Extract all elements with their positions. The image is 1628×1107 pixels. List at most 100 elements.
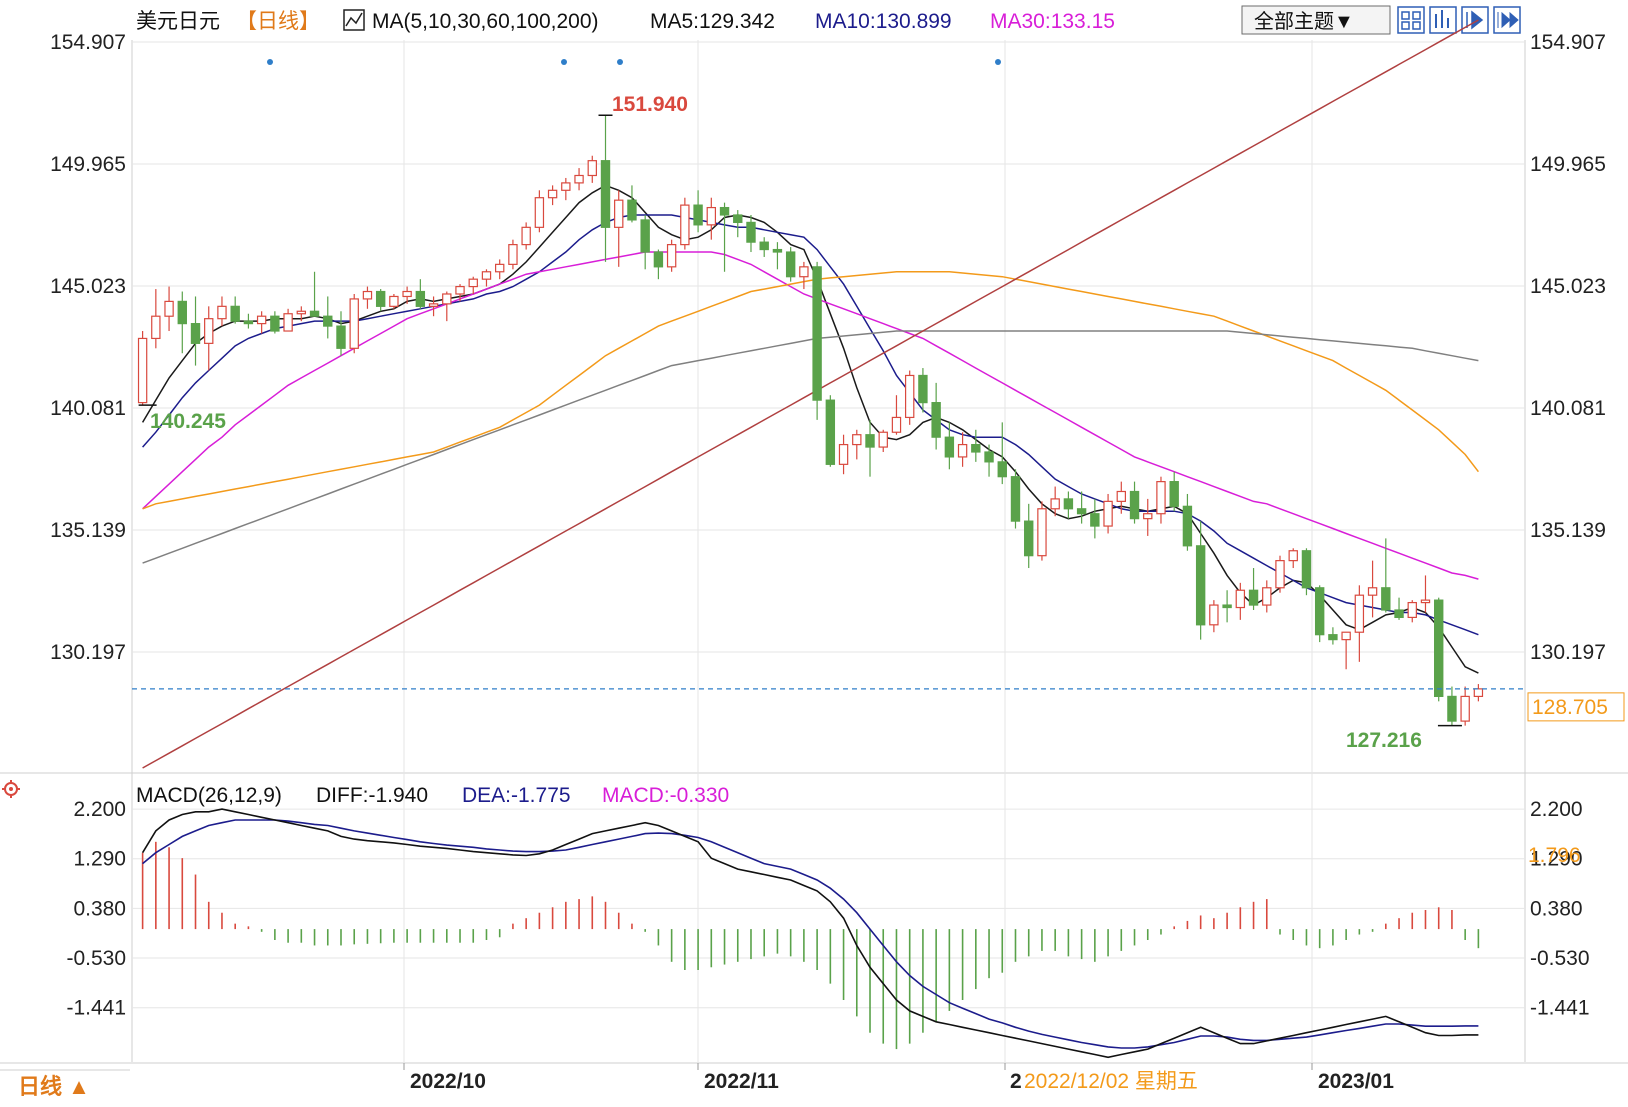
- candle[interactable]: [1037, 501, 1047, 561]
- candle[interactable]: [1367, 560, 1378, 618]
- candle[interactable]: [785, 247, 796, 282]
- candle[interactable]: [481, 269, 492, 287]
- event-dot[interactable]: [561, 59, 567, 65]
- candle[interactable]: [561, 177, 571, 201]
- candle[interactable]: [204, 306, 214, 371]
- candle[interactable]: [1063, 491, 1074, 519]
- candle[interactable]: [574, 168, 584, 191]
- candle[interactable]: [1050, 486, 1060, 517]
- bar-chart-icon[interactable]: [1429, 6, 1457, 34]
- candle[interactable]: [508, 239, 518, 270]
- candle[interactable]: [944, 422, 955, 470]
- candle[interactable]: [270, 311, 280, 334]
- candle[interactable]: [918, 368, 928, 413]
- candle[interactable]: [1301, 548, 1312, 596]
- candle[interactable]: [1381, 538, 1391, 613]
- candle[interactable]: [389, 293, 399, 309]
- candle[interactable]: [865, 419, 875, 477]
- candle[interactable]: [1103, 493, 1113, 534]
- candle[interactable]: [825, 395, 836, 467]
- candle[interactable]: [1010, 469, 1021, 529]
- candle[interactable]: [706, 197, 717, 240]
- candle[interactable]: [1341, 631, 1351, 670]
- candle[interactable]: [283, 308, 293, 332]
- candle[interactable]: [1328, 627, 1338, 645]
- candle[interactable]: [1169, 471, 1179, 512]
- candle[interactable]: [878, 429, 888, 452]
- candle[interactable]: [1235, 582, 1246, 620]
- candle[interactable]: [375, 289, 386, 312]
- candle[interactable]: [230, 296, 240, 324]
- candle[interactable]: [1314, 585, 1325, 643]
- candle[interactable]: [1288, 548, 1298, 569]
- candle[interactable]: [1195, 521, 1206, 640]
- candle[interactable]: [904, 370, 915, 425]
- candle[interactable]: [442, 291, 452, 322]
- candle[interactable]: [1024, 503, 1034, 569]
- candle[interactable]: [336, 311, 346, 356]
- candle[interactable]: [997, 422, 1007, 485]
- candle[interactable]: [1076, 491, 1087, 524]
- candle[interactable]: [1434, 597, 1444, 702]
- candle[interactable]: [812, 261, 822, 420]
- candle[interactable]: [296, 306, 307, 322]
- candle[interactable]: [931, 382, 941, 450]
- event-dot[interactable]: [995, 59, 1001, 65]
- candle[interactable]: [455, 284, 465, 302]
- candle[interactable]: [309, 271, 320, 317]
- candle[interactable]: [852, 429, 862, 460]
- candle[interactable]: [1182, 493, 1193, 551]
- candle[interactable]: [957, 432, 968, 467]
- candle[interactable]: [362, 286, 373, 309]
- candle[interactable]: [177, 291, 187, 354]
- candle[interactable]: [415, 279, 426, 309]
- ma-indicator-icon[interactable]: [343, 9, 365, 31]
- candle[interactable]: [547, 185, 558, 206]
- candle[interactable]: [1407, 600, 1417, 623]
- candle[interactable]: [1129, 481, 1140, 524]
- candle[interactable]: [733, 210, 743, 238]
- candle[interactable]: [428, 296, 439, 317]
- candle[interactable]: [1090, 498, 1100, 539]
- event-dot[interactable]: [617, 59, 623, 65]
- candle[interactable]: [719, 202, 730, 272]
- candle[interactable]: [521, 222, 531, 250]
- candle[interactable]: [680, 197, 690, 250]
- candle[interactable]: [1262, 580, 1272, 613]
- candle[interactable]: [587, 155, 597, 183]
- candle[interactable]: [495, 259, 505, 280]
- candle[interactable]: [1394, 597, 1404, 620]
- candle[interactable]: [137, 331, 148, 406]
- candle[interactable]: [1354, 585, 1365, 662]
- candle[interactable]: [534, 190, 545, 233]
- candle[interactable]: [349, 293, 359, 354]
- candle[interactable]: [164, 286, 174, 332]
- candle[interactable]: [799, 261, 809, 290]
- candle[interactable]: [151, 289, 161, 349]
- candle[interactable]: [1460, 686, 1470, 726]
- fast-forward-icon[interactable]: [1493, 6, 1521, 34]
- candle[interactable]: [891, 395, 902, 435]
- candle[interactable]: [971, 429, 981, 462]
- candle[interactable]: [1420, 575, 1431, 613]
- candle[interactable]: [190, 296, 201, 366]
- candle[interactable]: [217, 296, 227, 327]
- candle[interactable]: [1156, 476, 1166, 524]
- candle[interactable]: [1275, 555, 1285, 593]
- event-dot[interactable]: [267, 59, 273, 65]
- candle[interactable]: [640, 214, 650, 270]
- candle[interactable]: [1222, 590, 1232, 623]
- candle[interactable]: [1447, 686, 1457, 726]
- theme-button[interactable]: 全部主题▼: [1241, 5, 1391, 35]
- candle[interactable]: [1248, 568, 1259, 610]
- candle[interactable]: [1209, 600, 1219, 633]
- candle[interactable]: [323, 296, 333, 339]
- candle[interactable]: [402, 286, 412, 304]
- candle[interactable]: [693, 190, 703, 233]
- macd-settings-icon[interactable]: [2, 780, 20, 798]
- candle[interactable]: [759, 237, 769, 257]
- candle[interactable]: [627, 185, 637, 223]
- play-icon[interactable]: [1461, 6, 1489, 34]
- candle[interactable]: [600, 115, 611, 262]
- candle[interactable]: [614, 190, 624, 267]
